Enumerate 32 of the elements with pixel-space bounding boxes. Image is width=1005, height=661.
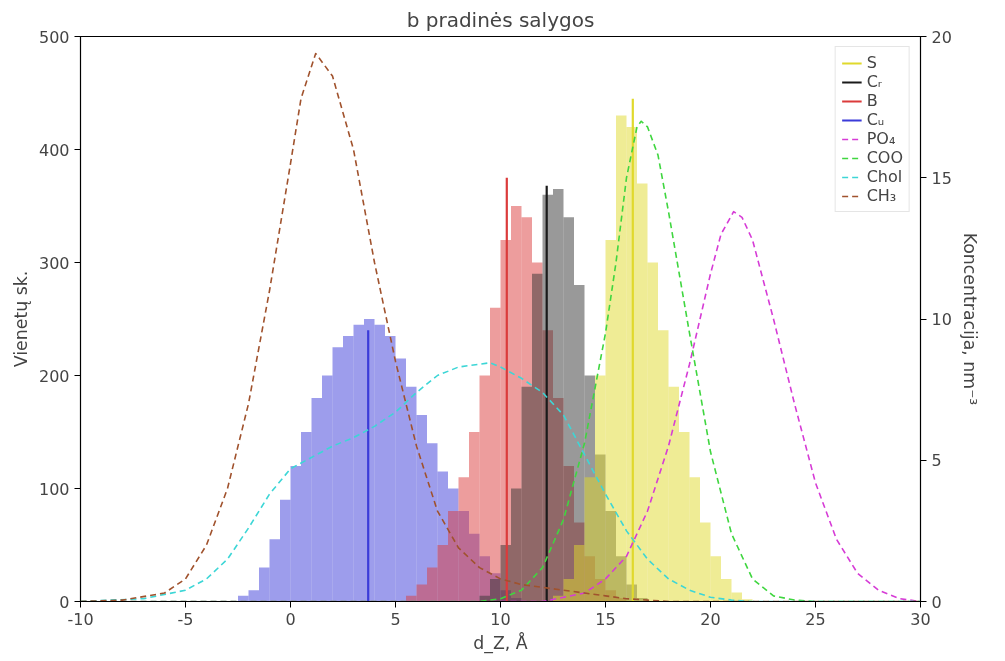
y2-axis-title: Koncentracija, nm⁻³ [959, 232, 980, 406]
y2-tick-label: 5 [931, 451, 942, 471]
legend-label: B [866, 91, 879, 110]
x-tick-label: 25 [805, 609, 826, 629]
x-tick-label: -10 [67, 609, 94, 629]
legend-label: PO₄ [866, 129, 896, 148]
y2-tick-label: 0 [931, 592, 942, 612]
x-axis-title: d_Z, Å [473, 631, 528, 654]
x-tick-label: 10 [490, 609, 511, 629]
y-tick-label: 100 [38, 479, 70, 499]
legend-label: Cᵤ [866, 110, 886, 129]
legend-label: S [866, 53, 878, 72]
legend-label: Cᵣ [866, 72, 883, 91]
x-tick-label: -5 [177, 609, 194, 629]
x-tick-label: 5 [390, 609, 401, 629]
legend-label: Chol [866, 167, 903, 186]
y2-tick-label: 10 [931, 310, 952, 329]
y2-tick-label: 20 [931, 27, 952, 47]
legend-label: COO [866, 148, 903, 167]
y-tick-label: 300 [38, 253, 70, 273]
y-tick-label: 400 [38, 140, 70, 160]
x-tick-label: 0 [285, 609, 296, 629]
x-tick-label: 20 [700, 609, 721, 629]
y-tick-label: 500 [38, 27, 70, 47]
chart-title: b pradinės salygos [406, 7, 595, 32]
legend-label: CH₃ [866, 186, 897, 205]
y2-tick-label: 15 [931, 168, 952, 188]
x-tick-label: 15 [595, 609, 616, 629]
y-axis-title: Vienetų sk. [10, 270, 31, 368]
y-tick-label: 0 [59, 592, 70, 612]
x-tick-label: 30 [910, 609, 931, 629]
y-tick-label: 200 [38, 366, 70, 386]
